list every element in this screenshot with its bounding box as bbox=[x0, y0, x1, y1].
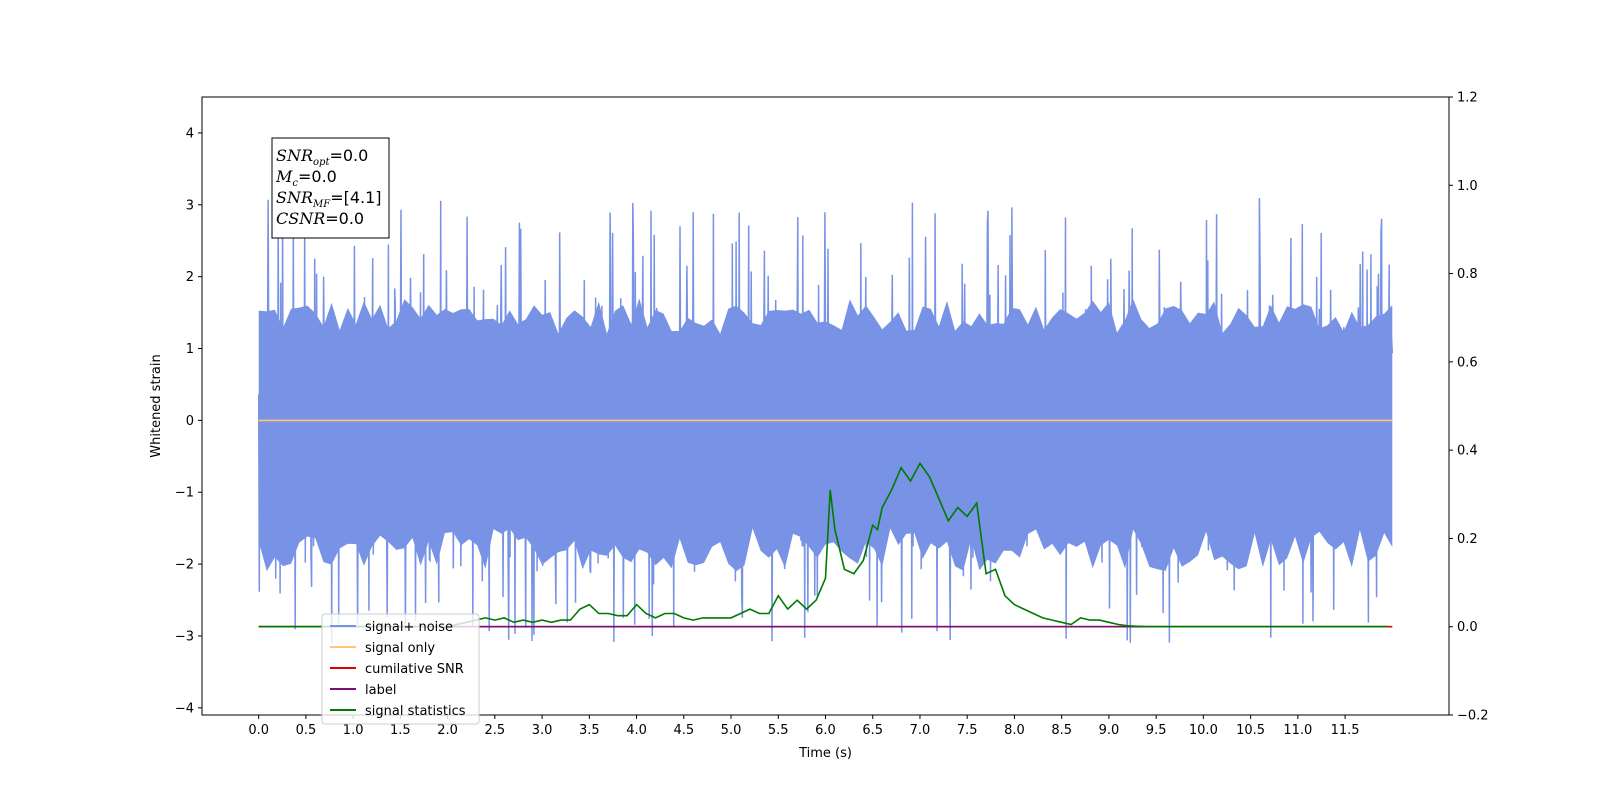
legend: signal+ noise signal only cumilative SNR la… bbox=[321, 613, 480, 725]
y-tick-label: 2 bbox=[186, 270, 194, 285]
x-tick-label: 0.0 bbox=[248, 723, 269, 738]
x-tick-label: 6.0 bbox=[815, 723, 836, 738]
y-right-tick-label: 1.0 bbox=[1457, 179, 1478, 194]
legend-label: signal+ noise bbox=[365, 620, 453, 635]
x-tick-label: 3.5 bbox=[579, 723, 600, 738]
legend-label: signal only bbox=[365, 641, 435, 656]
series-line-4 bbox=[258, 461, 1388, 628]
x-tick-label: 11.0 bbox=[1283, 723, 1312, 738]
x-tick-label: 2.0 bbox=[437, 723, 458, 738]
legend-label: cumilative SNR bbox=[365, 662, 464, 677]
x-tick-label: 1.5 bbox=[390, 723, 411, 738]
series-line-0 bbox=[257, 197, 1394, 643]
x-tick-label: 10.5 bbox=[1236, 723, 1265, 738]
annotation-line: Mc=0.0 bbox=[275, 167, 337, 189]
x-tick-label: 8.5 bbox=[1051, 723, 1072, 738]
y-right-tick-label: 0.2 bbox=[1457, 532, 1478, 547]
x-tick-label: 6.5 bbox=[862, 723, 883, 738]
y-right-tick-label: 0.4 bbox=[1457, 444, 1478, 459]
annotation-frame bbox=[271, 137, 390, 239]
y-right-tick-label: 0.6 bbox=[1457, 355, 1478, 370]
x-tick-label: 3.0 bbox=[532, 723, 553, 738]
y-tick-label: −1 bbox=[175, 486, 194, 501]
y-right-tick-label: 0.8 bbox=[1457, 267, 1478, 282]
annotation-line: CSNR=0.0 bbox=[276, 209, 364, 228]
y-axis-label: Whitened strain bbox=[149, 354, 164, 457]
y-right-tick-label: −0.2 bbox=[1457, 709, 1489, 724]
x-tick-label: 8.0 bbox=[1004, 723, 1025, 738]
x-tick-label: 9.5 bbox=[1146, 723, 1167, 738]
y-tick-label: 1 bbox=[186, 342, 194, 357]
x-tick-label: 4.0 bbox=[626, 723, 647, 738]
x-tick-label: 5.0 bbox=[721, 723, 742, 738]
y-tick-label: 4 bbox=[186, 126, 194, 141]
y-tick-label: −2 bbox=[175, 558, 194, 573]
x-tick-label: 7.5 bbox=[957, 723, 978, 738]
y-tick-label: 0 bbox=[186, 414, 194, 429]
legend-frame bbox=[321, 613, 480, 725]
x-tick-label: 0.5 bbox=[296, 723, 317, 738]
x-tick-label: 7.0 bbox=[910, 723, 931, 738]
legend-label: label bbox=[365, 683, 396, 698]
x-tick-label: 9.0 bbox=[1099, 723, 1120, 738]
legend-label: signal statistics bbox=[365, 704, 466, 719]
x-tick-label: 5.5 bbox=[768, 723, 789, 738]
y-right-tick-label: 1.2 bbox=[1457, 91, 1478, 106]
x-tick-label: 4.5 bbox=[673, 723, 694, 738]
y-tick-label: 3 bbox=[186, 198, 194, 213]
x-tick-label: 11.5 bbox=[1331, 723, 1360, 738]
axes: 0.0 0.5 1.0 1.5 2.0 2.5 3.0 3.5 4.0 4.5 5.0 5.5 6.0 6… bbox=[175, 91, 1489, 739]
x-tick-label: 10.0 bbox=[1189, 723, 1218, 738]
y-tick-label: −4 bbox=[175, 701, 194, 716]
x-tick-label: 2.5 bbox=[485, 723, 506, 738]
y-right-tick-label: 0.0 bbox=[1457, 620, 1478, 635]
annotation-line: SNRMF=[4.1] bbox=[276, 188, 382, 210]
x-tick-label: 1.0 bbox=[343, 723, 364, 738]
annotation-line: SNRopt=0.0 bbox=[276, 146, 368, 168]
x-axis-label: Time (s) bbox=[798, 746, 852, 761]
y-tick-label: −3 bbox=[175, 629, 194, 644]
plot-area bbox=[257, 197, 1394, 643]
